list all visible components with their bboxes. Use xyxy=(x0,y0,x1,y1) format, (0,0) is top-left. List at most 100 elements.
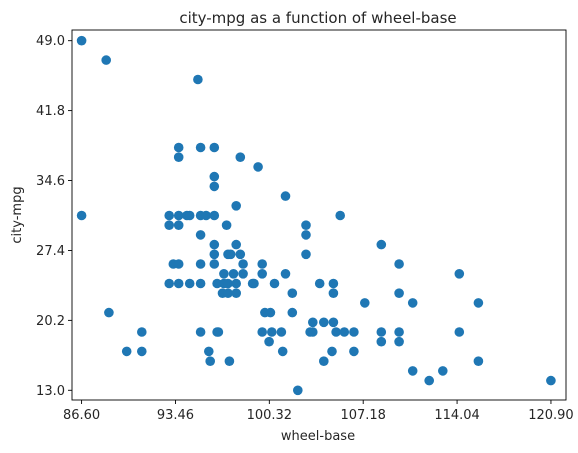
data-point xyxy=(174,143,184,153)
data-point xyxy=(288,308,298,318)
data-point xyxy=(164,211,174,221)
data-point xyxy=(319,356,329,366)
data-point xyxy=(185,211,195,221)
data-points xyxy=(77,36,556,395)
data-point xyxy=(257,269,267,279)
data-point xyxy=(205,356,215,366)
data-point xyxy=(104,308,114,318)
x-tick-label: 107.18 xyxy=(340,408,386,423)
plot-frame xyxy=(72,30,566,400)
data-point xyxy=(360,298,370,308)
data-point xyxy=(77,36,87,46)
data-point xyxy=(301,220,311,230)
data-point xyxy=(229,269,239,279)
data-point xyxy=(394,259,404,269)
data-point xyxy=(238,269,248,279)
data-point xyxy=(264,337,274,347)
data-point xyxy=(257,327,267,337)
data-point xyxy=(319,318,329,328)
data-point xyxy=(174,220,184,230)
y-tick-label: 27.4 xyxy=(36,244,65,259)
data-point xyxy=(281,269,291,279)
data-point xyxy=(210,211,220,221)
x-tick-label: 100.32 xyxy=(247,408,293,423)
y-tick-label: 13.0 xyxy=(36,384,65,399)
y-tick-label: 20.2 xyxy=(36,314,65,329)
data-point xyxy=(331,327,341,337)
y-axis-label: city-mpg xyxy=(10,186,25,243)
data-point xyxy=(204,347,214,357)
data-point xyxy=(301,250,311,260)
data-point xyxy=(327,347,337,357)
data-point xyxy=(174,279,184,289)
data-point xyxy=(329,279,339,289)
data-point xyxy=(210,143,220,153)
data-point xyxy=(329,288,339,298)
x-axis-ticks: 86.60 93.46 100.32 107.18 114.04 120.90 xyxy=(63,400,574,423)
data-point xyxy=(394,288,404,298)
x-tick-label: 114.04 xyxy=(434,408,480,423)
data-point xyxy=(394,327,404,337)
data-point xyxy=(174,259,184,269)
data-point xyxy=(196,259,206,269)
data-point xyxy=(210,182,220,192)
data-point xyxy=(424,376,434,386)
data-point xyxy=(267,327,277,337)
data-point xyxy=(231,201,241,211)
data-point xyxy=(394,337,404,347)
data-point xyxy=(455,269,465,279)
data-point xyxy=(164,279,174,289)
data-point xyxy=(231,279,241,289)
data-point xyxy=(231,288,241,298)
data-point xyxy=(377,337,387,347)
data-point xyxy=(185,279,195,289)
data-point xyxy=(455,327,465,337)
x-tick-label: 93.46 xyxy=(157,408,194,423)
data-point xyxy=(214,327,224,337)
data-point xyxy=(349,347,359,357)
data-point xyxy=(210,259,220,269)
data-point xyxy=(315,279,325,289)
data-point xyxy=(223,288,233,298)
data-point xyxy=(308,327,318,337)
data-point xyxy=(174,152,184,162)
data-point xyxy=(201,211,211,221)
x-tick-label: 86.60 xyxy=(63,408,100,423)
data-point xyxy=(377,327,387,337)
data-point xyxy=(174,211,184,221)
data-point xyxy=(288,288,298,298)
data-point xyxy=(196,327,206,337)
data-point xyxy=(196,143,206,153)
data-point xyxy=(293,386,303,396)
data-point xyxy=(474,356,484,366)
data-point xyxy=(408,298,418,308)
data-point xyxy=(301,230,311,240)
data-point xyxy=(222,220,232,230)
data-point xyxy=(77,211,87,221)
data-point xyxy=(266,308,276,318)
data-point xyxy=(225,356,235,366)
data-point xyxy=(546,376,556,386)
data-point xyxy=(238,259,248,269)
data-point xyxy=(438,366,448,376)
data-point xyxy=(277,327,287,337)
x-axis-label: wheel-base xyxy=(281,429,355,444)
data-point xyxy=(249,279,259,289)
data-point xyxy=(329,318,339,328)
data-point xyxy=(193,75,203,85)
data-point xyxy=(210,172,220,182)
data-point xyxy=(226,250,236,260)
data-point xyxy=(210,250,220,260)
data-point xyxy=(137,347,147,357)
data-point xyxy=(164,220,174,230)
data-point xyxy=(137,327,147,337)
data-point xyxy=(196,230,206,240)
data-point xyxy=(257,259,267,269)
data-point xyxy=(210,240,220,250)
data-point xyxy=(474,298,484,308)
data-point xyxy=(349,327,359,337)
y-axis-ticks: 13.0 20.2 27.4 34.6 41.8 49.0 xyxy=(36,34,72,399)
data-point xyxy=(236,152,246,162)
chart-title: city-mpg as a function of wheel-base xyxy=(179,9,456,27)
